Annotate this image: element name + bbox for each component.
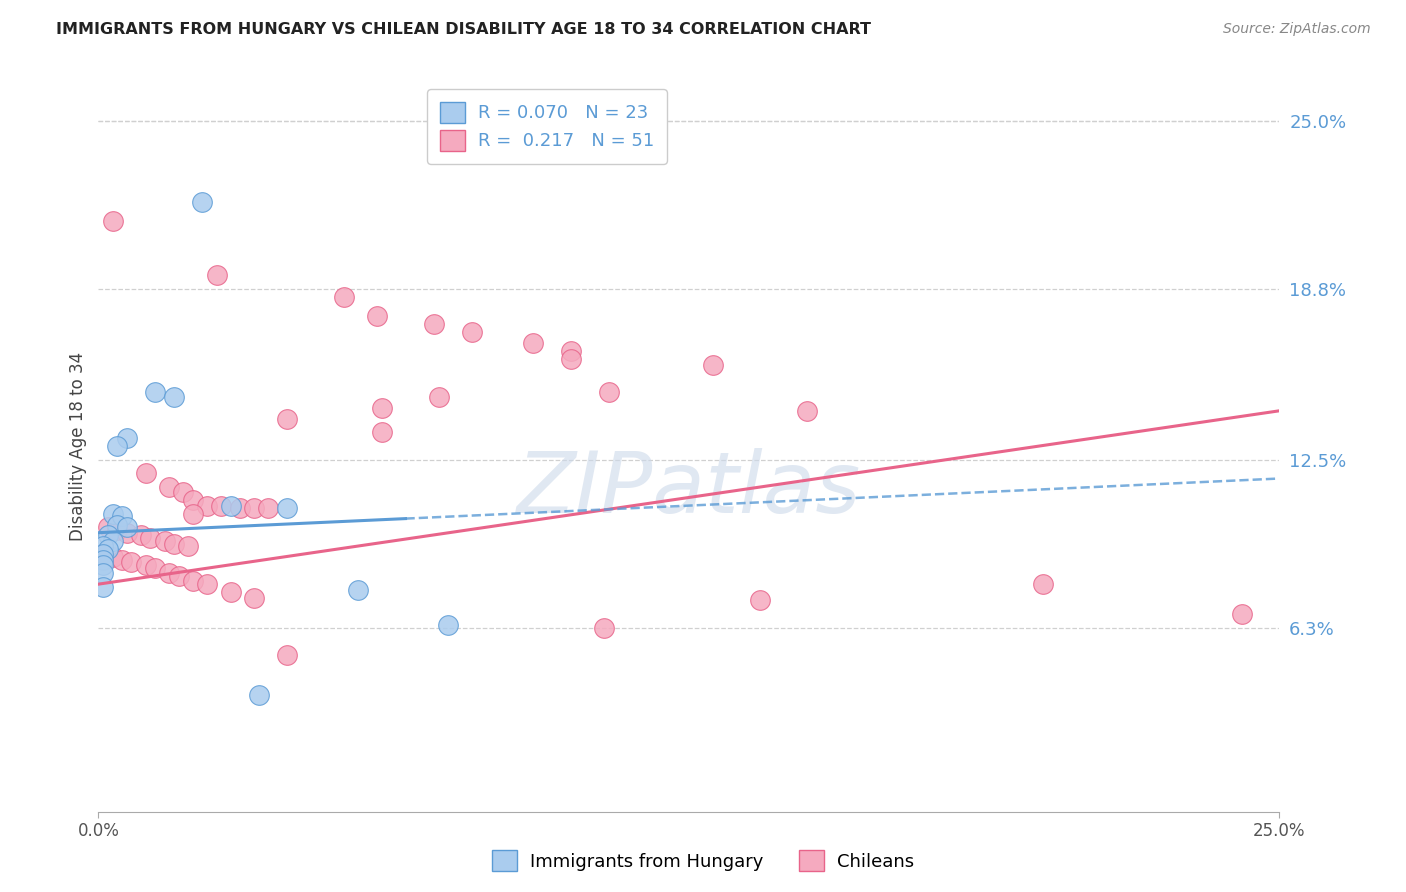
Point — [177, 539, 200, 553]
Point — [97, 541, 120, 556]
Point — [347, 582, 370, 597]
Point — [153, 533, 176, 548]
Point — [105, 517, 128, 532]
Point — [101, 214, 124, 228]
Point — [276, 412, 298, 426]
Point — [121, 556, 143, 570]
Point — [157, 566, 180, 581]
Legend: Immigrants from Hungary, Chileans: Immigrants from Hungary, Chileans — [485, 843, 921, 879]
Point — [181, 507, 204, 521]
Point — [91, 566, 114, 581]
Point — [460, 325, 482, 339]
Point — [205, 268, 228, 283]
Point — [111, 509, 134, 524]
Point — [135, 466, 157, 480]
Point — [91, 547, 114, 561]
Point — [371, 401, 394, 415]
Point — [195, 499, 218, 513]
Point — [129, 528, 152, 542]
Point — [111, 553, 134, 567]
Point — [105, 523, 128, 537]
Point — [333, 290, 356, 304]
Point — [276, 648, 298, 662]
Point — [195, 577, 218, 591]
Point — [423, 317, 446, 331]
Text: Source: ZipAtlas.com: Source: ZipAtlas.com — [1223, 22, 1371, 37]
Point — [143, 384, 166, 399]
Point — [105, 439, 128, 453]
Point — [427, 390, 450, 404]
Point — [219, 499, 242, 513]
Point — [101, 550, 124, 565]
Point — [115, 431, 138, 445]
Point — [157, 480, 180, 494]
Point — [209, 499, 232, 513]
Point — [748, 593, 770, 607]
Point — [229, 501, 252, 516]
Point — [257, 501, 280, 516]
Point — [243, 501, 266, 516]
Point — [598, 384, 620, 399]
Point — [163, 390, 186, 404]
Point — [593, 620, 616, 634]
Point — [366, 309, 388, 323]
Text: ZIPatlas: ZIPatlas — [517, 449, 860, 532]
Point — [101, 533, 124, 548]
Point — [243, 591, 266, 605]
Point — [1230, 607, 1253, 621]
Point — [97, 520, 120, 534]
Point — [167, 569, 190, 583]
Point — [91, 547, 114, 561]
Point — [139, 531, 162, 545]
Point — [247, 688, 270, 702]
Point — [97, 528, 120, 542]
Point — [172, 485, 194, 500]
Y-axis label: Disability Age 18 to 34: Disability Age 18 to 34 — [69, 351, 87, 541]
Point — [91, 539, 114, 553]
Legend: R = 0.070   N = 23, R =  0.217   N = 51: R = 0.070 N = 23, R = 0.217 N = 51 — [427, 89, 666, 163]
Point — [371, 425, 394, 440]
Point — [219, 585, 242, 599]
Point — [115, 525, 138, 540]
Text: IMMIGRANTS FROM HUNGARY VS CHILEAN DISABILITY AGE 18 TO 34 CORRELATION CHART: IMMIGRANTS FROM HUNGARY VS CHILEAN DISAB… — [56, 22, 872, 37]
Point — [181, 574, 204, 589]
Point — [702, 358, 724, 372]
Point — [437, 617, 460, 632]
Point — [143, 561, 166, 575]
Point — [135, 558, 157, 573]
Point — [115, 520, 138, 534]
Point — [276, 501, 298, 516]
Point — [101, 507, 124, 521]
Point — [522, 336, 544, 351]
Point — [796, 404, 818, 418]
Point — [560, 352, 582, 367]
Point — [1032, 577, 1054, 591]
Point — [91, 558, 114, 573]
Point — [191, 195, 214, 210]
Point — [181, 493, 204, 508]
Point — [91, 553, 114, 567]
Point — [163, 536, 186, 550]
Point — [91, 580, 114, 594]
Point — [560, 344, 582, 359]
